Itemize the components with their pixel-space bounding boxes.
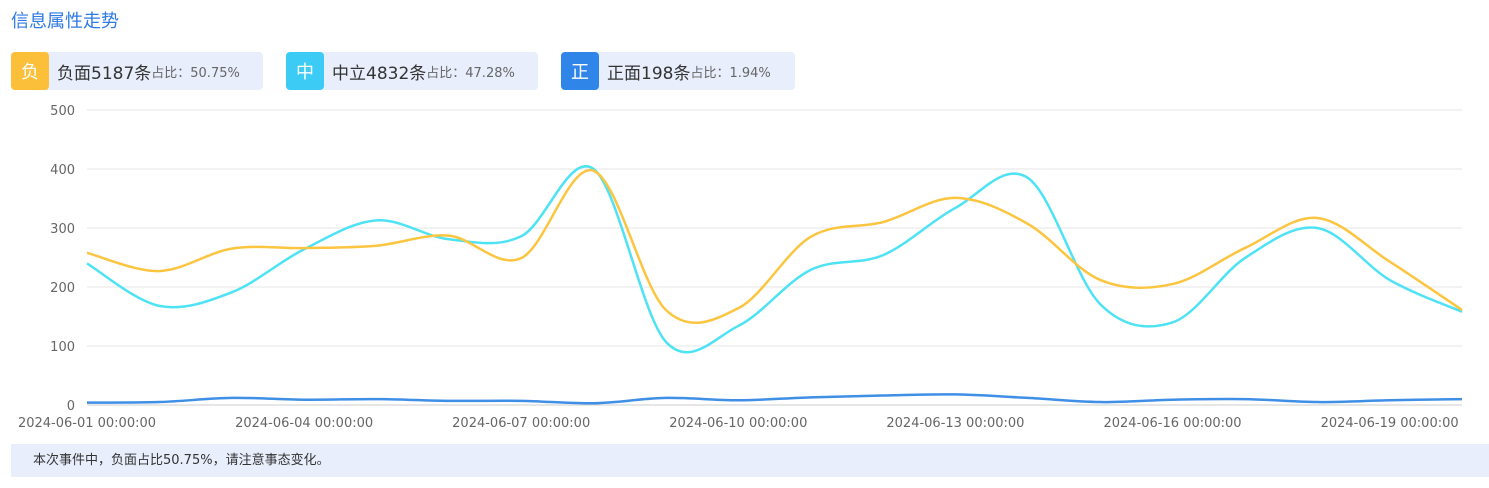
neutral-count: 中立4832条 xyxy=(332,63,427,84)
x-tick-label: 2024-06-10 00:00:00 xyxy=(669,416,807,431)
neutral-icon: 中 xyxy=(286,52,324,90)
positive-badge: 正 正面198条 占比：1.94% xyxy=(561,52,795,90)
series-line-正面 xyxy=(86,393,1463,405)
positive-percent: 占比：1.94% xyxy=(690,65,771,81)
positive-icon: 正 xyxy=(561,52,599,90)
y-tick-label: 400 xyxy=(50,163,75,178)
trend-chart: 0 100 200 300 400 500 2024-06-01 00:00:00 2024-… xyxy=(18,104,1463,431)
x-tick-label: 2024-06-19 00:00:00 xyxy=(1321,416,1459,431)
y-tick-label: 100 xyxy=(50,340,75,355)
x-tick-label: 2024-06-04 00:00:00 xyxy=(235,416,373,431)
y-tick-label: 300 xyxy=(50,222,75,237)
positive-count: 正面198条 xyxy=(607,63,691,84)
neutral-percent: 占比：47.28% xyxy=(426,65,515,81)
footer-note: 本次事件中，负面占比50.75%，请注意事态变化。 xyxy=(11,444,1489,477)
y-tick-label: 500 xyxy=(50,104,75,119)
y-tick-label: 0 xyxy=(67,399,75,414)
series-line-中立 xyxy=(86,165,1463,354)
x-tick-label: 2024-06-13 00:00:00 xyxy=(886,416,1024,431)
negative-icon: 负 xyxy=(11,52,49,90)
x-tick-label: 2024-06-01 00:00:00 xyxy=(18,416,156,431)
neutral-badge: 中 中立4832条 占比：47.28% xyxy=(286,52,538,90)
x-tick-label: 2024-06-16 00:00:00 xyxy=(1103,416,1241,431)
y-tick-label: 200 xyxy=(50,281,75,296)
section-title: 信息属性走势 xyxy=(11,11,119,32)
negative-count: 负面5187条 xyxy=(57,63,152,84)
negative-percent: 占比：50.75% xyxy=(151,65,240,81)
x-tick-label: 2024-06-07 00:00:00 xyxy=(452,416,590,431)
series-line-负面 xyxy=(86,169,1463,325)
negative-badge: 负 负面5187条 占比：50.75% xyxy=(11,52,263,90)
